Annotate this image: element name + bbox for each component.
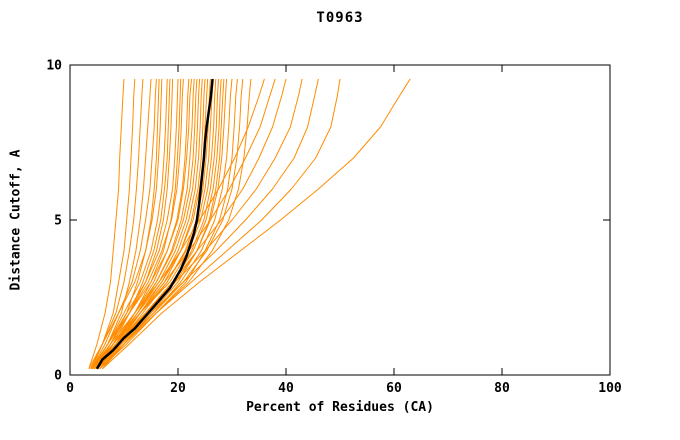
y-tick-label: 5 bbox=[54, 214, 62, 229]
model-curve bbox=[91, 78, 209, 370]
model-curve bbox=[96, 78, 303, 370]
model-curve bbox=[96, 78, 182, 370]
model-curve bbox=[102, 78, 319, 370]
model-curve bbox=[93, 78, 214, 370]
model-curve bbox=[96, 78, 265, 370]
model-curve bbox=[93, 78, 160, 370]
model-curve bbox=[91, 78, 179, 370]
chart-title: T0963 bbox=[316, 10, 364, 26]
model-curve bbox=[102, 78, 287, 370]
model-curve bbox=[99, 78, 238, 370]
model-curve bbox=[93, 78, 244, 370]
model-curve bbox=[92, 78, 152, 370]
x-tick-label: 0 bbox=[66, 381, 74, 396]
x-tick-label: 80 bbox=[494, 381, 510, 396]
model-curve bbox=[91, 78, 136, 369]
model-curve bbox=[96, 78, 211, 370]
model-curve bbox=[96, 78, 171, 370]
model-curve bbox=[99, 78, 341, 370]
model-curve bbox=[91, 78, 157, 370]
model-curve bbox=[88, 78, 125, 369]
y-tick-label: 0 bbox=[54, 369, 62, 384]
model-curve bbox=[91, 78, 201, 370]
highlighted-curve bbox=[95, 78, 214, 370]
model-curve bbox=[91, 78, 217, 370]
model-curve bbox=[99, 78, 276, 370]
model-curve bbox=[96, 78, 233, 370]
y-axis-label: Distance Cutoff, A bbox=[8, 149, 24, 291]
model-curve bbox=[102, 78, 411, 370]
x-axis-label: Percent of Residues (CA) bbox=[246, 400, 434, 415]
model-curve bbox=[90, 78, 144, 370]
model-curve bbox=[91, 78, 168, 370]
model-curve bbox=[92, 78, 184, 370]
model-curve bbox=[88, 78, 163, 370]
x-tick-label: 100 bbox=[598, 381, 622, 396]
x-tick-label: 40 bbox=[278, 381, 294, 396]
model-curve bbox=[91, 78, 192, 370]
model-curve bbox=[93, 78, 198, 370]
y-tick-label: 10 bbox=[46, 59, 62, 74]
x-tick-label: 60 bbox=[386, 381, 402, 396]
x-tick-label: 20 bbox=[170, 381, 186, 396]
